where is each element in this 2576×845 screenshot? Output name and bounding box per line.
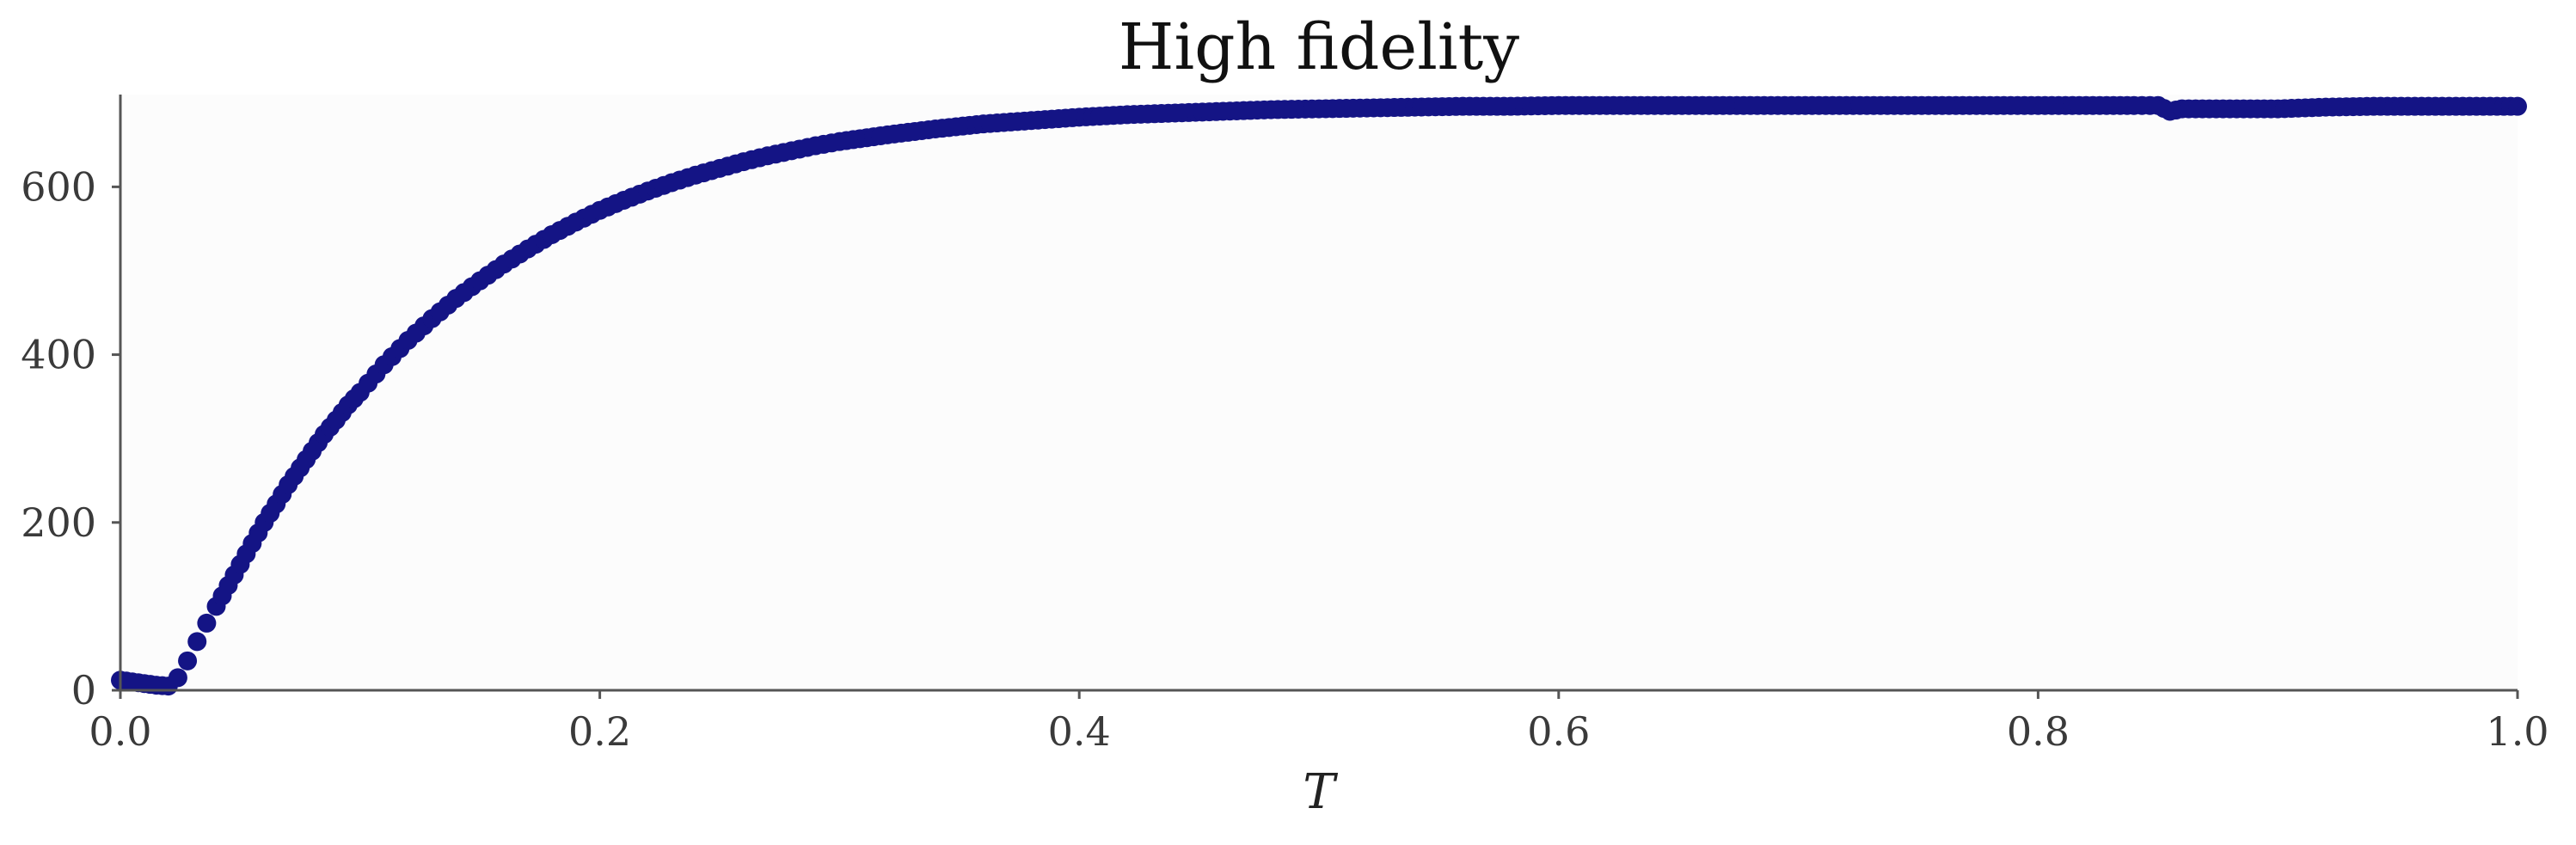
x-axis-ticks: 0.0 0.2 0.4 0.6 0.8 1.0	[89, 690, 2549, 755]
x-tick-label: 0.2	[568, 708, 631, 755]
x-tick-label: 0.8	[2007, 708, 2070, 755]
data-point	[178, 651, 198, 670]
data-point	[168, 668, 187, 688]
chart-title: High fidelity	[1119, 10, 1519, 84]
x-tick-label: 1.0	[2486, 708, 2548, 755]
data-point	[2508, 96, 2527, 116]
data-markers	[111, 95, 2527, 696]
x-tick-label: 0.0	[89, 708, 151, 755]
data-point	[197, 613, 217, 633]
y-tick-label: 400	[21, 332, 96, 378]
y-axis-ticks: 0 200 400 600	[21, 163, 120, 713]
y-tick-label: 600	[21, 163, 96, 210]
y-tick-label: 200	[21, 499, 96, 546]
data-point	[187, 632, 207, 652]
x-axis-label: T	[1303, 764, 1338, 820]
x-tick-label: 0.4	[1048, 708, 1111, 755]
x-tick-label: 0.6	[1527, 708, 1590, 755]
plot-area	[120, 95, 2518, 690]
y-tick-label: 0	[71, 667, 96, 713]
